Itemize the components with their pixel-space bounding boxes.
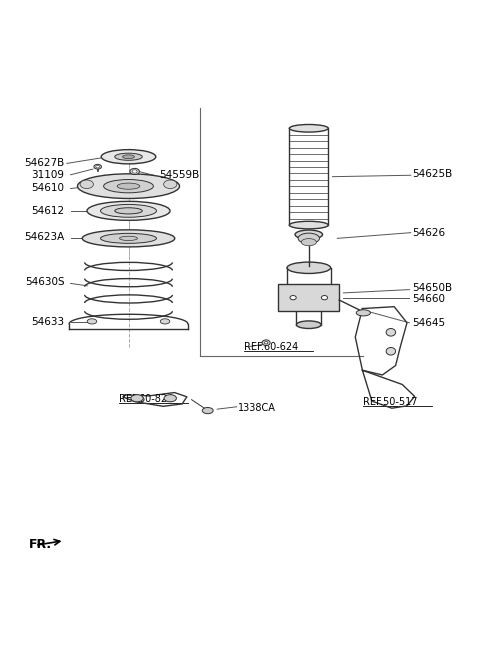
Ellipse shape [94,164,101,169]
Text: 54623A: 54623A [24,233,64,242]
Text: 54630S: 54630S [25,277,64,288]
Text: 54625B: 54625B [412,170,452,179]
Ellipse shape [80,180,94,189]
Text: 54627B: 54627B [24,158,64,168]
Ellipse shape [164,395,177,402]
Bar [278,284,339,311]
Ellipse shape [322,296,327,300]
Ellipse shape [295,230,323,239]
Ellipse shape [289,221,328,229]
Ellipse shape [202,407,213,414]
Ellipse shape [96,166,99,168]
Ellipse shape [122,155,134,158]
Ellipse shape [298,233,320,244]
Text: 54612: 54612 [31,206,64,216]
Text: 54610: 54610 [32,183,64,193]
Text: 54626: 54626 [412,228,445,238]
Ellipse shape [297,321,321,328]
Ellipse shape [100,204,156,217]
Ellipse shape [82,230,175,247]
Ellipse shape [115,153,142,160]
Ellipse shape [386,348,396,355]
Ellipse shape [100,233,156,243]
Ellipse shape [77,174,180,198]
Ellipse shape [290,296,296,300]
Text: REF.50-517: REF.50-517 [363,397,418,407]
Ellipse shape [101,150,156,164]
Text: FR.: FR. [29,538,52,551]
Ellipse shape [117,183,140,189]
Ellipse shape [264,342,268,344]
Ellipse shape [164,180,177,189]
Ellipse shape [104,179,154,193]
Text: REF.60-824: REF.60-824 [119,394,173,403]
Ellipse shape [289,124,328,132]
Ellipse shape [356,309,371,316]
Text: 54633: 54633 [31,317,64,327]
Ellipse shape [262,340,270,346]
Text: 54559B: 54559B [159,170,200,180]
Ellipse shape [120,237,138,240]
Ellipse shape [386,328,396,336]
Ellipse shape [287,285,331,296]
Text: REF.60-624: REF.60-624 [244,342,298,351]
Ellipse shape [130,168,139,175]
Text: 1338CA: 1338CA [238,403,276,413]
Ellipse shape [115,208,142,214]
Ellipse shape [87,319,96,324]
Ellipse shape [301,238,316,246]
Text: 54660: 54660 [412,294,445,304]
Ellipse shape [160,319,170,324]
Text: 54645: 54645 [412,318,445,328]
Text: 31109: 31109 [32,170,64,180]
Ellipse shape [287,262,331,273]
Text: 54650B: 54650B [412,283,452,293]
Ellipse shape [132,170,137,173]
Ellipse shape [87,201,170,220]
Ellipse shape [131,395,143,402]
